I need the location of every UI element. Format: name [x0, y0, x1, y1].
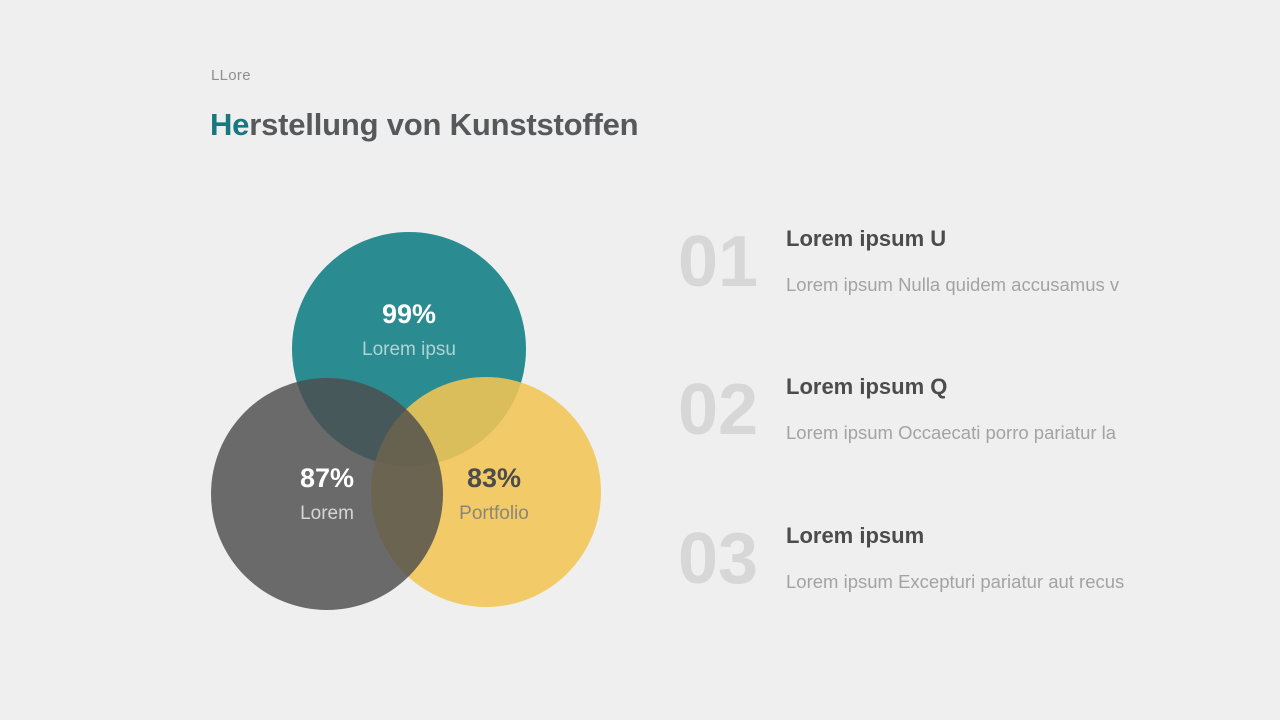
percent-value: 99% — [381, 299, 437, 329]
venn-circle-gray — [211, 378, 443, 610]
circle-label: Lorem ipsu — [362, 339, 456, 360]
percent-value: 87% — [299, 463, 355, 493]
list-item: 01 Lorem ipsum U Lorem ipsum Nulla quide… — [678, 222, 1218, 298]
eyebrow-text: LLore — [211, 67, 251, 84]
step-description: Lorem ipsum Excepturi pariatur aut recus — [786, 571, 1125, 592]
step-heading: Lorem ipsum U — [786, 226, 947, 251]
step-number: 03 — [678, 519, 759, 599]
step-heading: Lorem ipsum Q — [786, 374, 948, 399]
step-text: Lorem ipsum U Lorem ipsum Nulla quidem a… — [786, 222, 1119, 296]
circle-label: Lorem — [300, 503, 354, 524]
step-heading: Lorem ipsum — [786, 523, 925, 548]
list-item: 03 Lorem ipsum Lorem ipsum Excepturi par… — [678, 519, 1218, 595]
step-list: 01 Lorem ipsum U Lorem ipsum Nulla quide… — [678, 222, 1218, 642]
step-number: 02 — [678, 370, 759, 450]
venn-label-gray: 87% Lorem — [242, 462, 412, 526]
venn-label-teal: 99% Lorem ipsu — [324, 298, 494, 362]
title-accent: He — [210, 107, 250, 142]
page-title: Herstellung von Kunststoffen — [210, 106, 639, 144]
percent-value: 83% — [466, 463, 522, 493]
step-description: Lorem ipsum Nulla quidem accusamus v — [786, 274, 1120, 295]
step-text: Lorem ipsum Lorem ipsum Excepturi pariat… — [786, 519, 1124, 593]
step-text: Lorem ipsum Q Lorem ipsum Occaecati porr… — [786, 370, 1116, 444]
list-item: 02 Lorem ipsum Q Lorem ipsum Occaecati p… — [678, 370, 1218, 446]
step-description: Lorem ipsum Occaecati porro pariatur la — [786, 422, 1117, 443]
step-number: 01 — [678, 222, 759, 302]
venn-diagram: 99% Lorem ipsu 87% Lorem 83% Portfolio — [208, 232, 608, 614]
venn-label-yellow: 83% Portfolio — [409, 462, 579, 526]
title-rest: rstellung von Kunststoffen — [249, 107, 639, 142]
circle-label: Portfolio — [459, 503, 529, 524]
